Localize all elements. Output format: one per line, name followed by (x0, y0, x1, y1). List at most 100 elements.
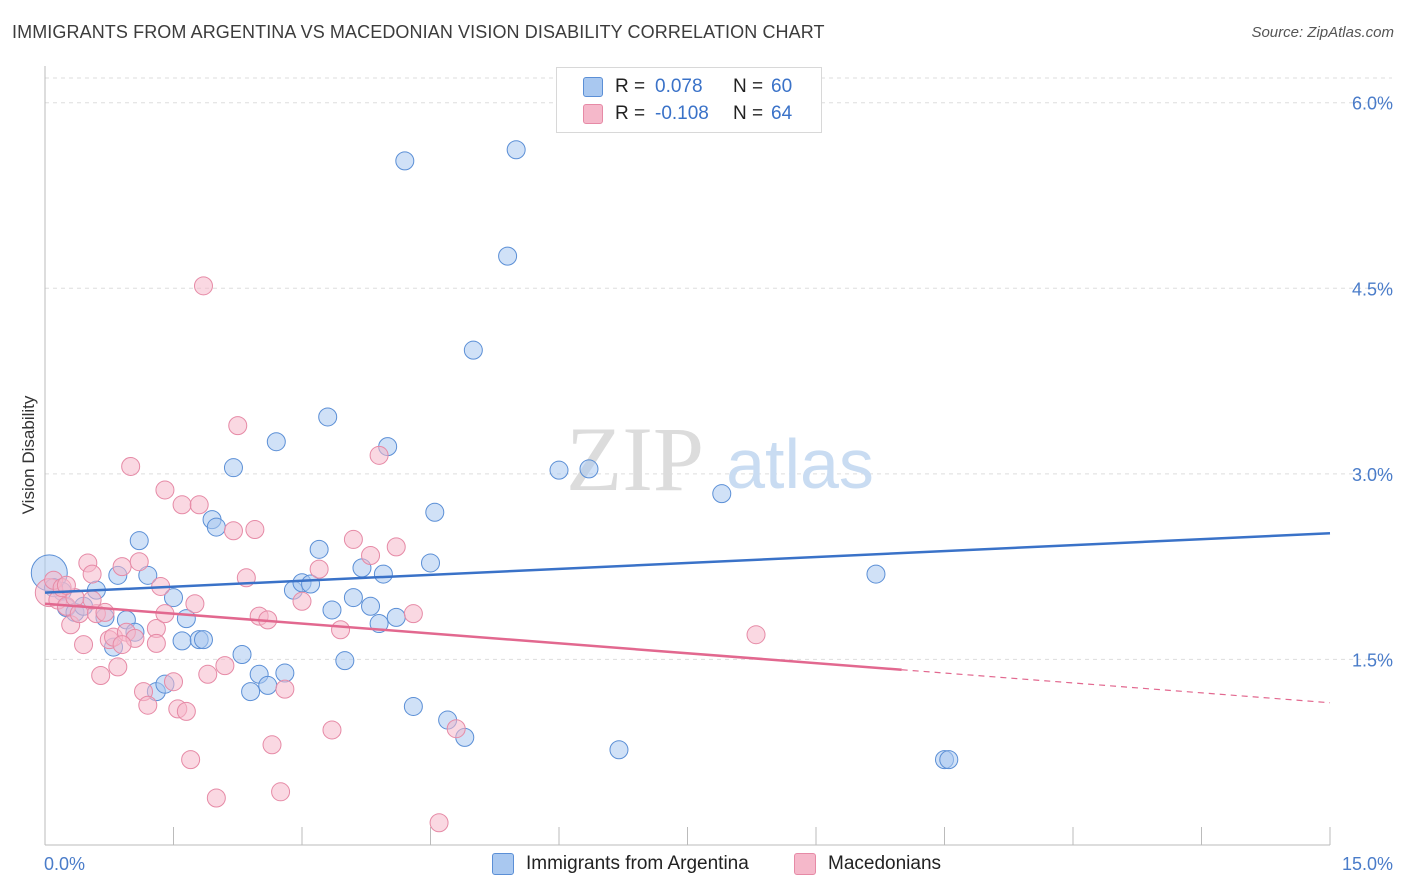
macedonian-point (223, 521, 243, 541)
macedonian-point (369, 445, 389, 465)
legend-r-label: R = (615, 76, 646, 97)
macedonian-point (262, 735, 282, 755)
argentina-point (373, 564, 393, 584)
macedonian-point (206, 788, 226, 808)
macedonian-point (429, 813, 449, 833)
legend-row-macedonians: R = -0.108 N = 64 (583, 101, 792, 127)
argentina-trend-line (44, 532, 1331, 594)
argentina-point (241, 682, 261, 702)
legend-swatch-pink (583, 104, 603, 124)
macedonian-point (172, 495, 192, 515)
argentina-point (232, 644, 252, 664)
macedonian-point (155, 480, 175, 500)
legend-n-label: N = (733, 103, 764, 124)
y-tick-label: 4.5% (1352, 279, 1393, 299)
macedonian-point (446, 719, 466, 739)
argentina-point (609, 740, 629, 760)
trend-lines (44, 532, 1331, 704)
macedonian-point (56, 575, 76, 595)
argentina-point (579, 459, 599, 479)
tick-labels: 1.5% 3.0% 4.5% 6.0% 0.0% 15.0% (44, 94, 1393, 874)
argentina-point (463, 340, 483, 360)
source-label: Source: ZipAtlas.com (1251, 24, 1394, 41)
macedonian-point (386, 537, 406, 557)
legend-r-label: R = (615, 103, 646, 124)
argentina-point (322, 600, 342, 620)
x-tick-label: 0.0% (44, 854, 85, 874)
macedonian-point (746, 625, 766, 645)
axes (44, 66, 1331, 846)
argentina-point (386, 607, 406, 627)
bottom-legend-label: Immigrants from Argentina (526, 853, 749, 874)
macedonian-point (245, 520, 265, 540)
macedonian-point (185, 594, 205, 614)
argentina-point (506, 140, 526, 160)
argentina-point (309, 539, 329, 559)
chart-title: IMMIGRANTS FROM ARGENTINA VS MACEDONIAN … (12, 22, 825, 42)
macedonian-point (176, 701, 196, 721)
macedonian-point (193, 276, 213, 296)
bottom-legend-swatch-pink (794, 853, 816, 875)
macedonian-point (129, 552, 149, 572)
macedonian-point (198, 664, 218, 684)
correlation-legend: R = 0.078 N = 60 R = -0.108 N = 64 (556, 67, 822, 133)
y-tick-label: 1.5% (1352, 650, 1393, 670)
macedonian-point (331, 620, 351, 640)
data-points (30, 140, 959, 833)
legend-n-value: 64 (771, 103, 793, 124)
argentina-point (498, 246, 518, 266)
bottom-legend-macedonians: Macedonians (794, 851, 941, 877)
macedonian-point (138, 695, 158, 715)
argentina-point (361, 596, 381, 616)
macedonian-point (403, 604, 423, 624)
argentina-point (343, 588, 363, 608)
macedonian-trend-line (44, 602, 902, 671)
argentina-point (193, 630, 213, 650)
argentina-point (421, 553, 440, 573)
argentina-point (403, 696, 423, 716)
argentina-point (129, 531, 149, 551)
legend-n-label: N = (733, 76, 764, 97)
argentina-point (223, 458, 243, 478)
macedonian-point (74, 635, 94, 655)
macedonian-point (121, 456, 141, 476)
argentina-point (275, 663, 295, 683)
argentina-point (258, 675, 278, 695)
macedonian-point (112, 635, 132, 655)
macedonian-point (82, 564, 102, 584)
macedonian-point (112, 557, 132, 577)
argentina-point (206, 517, 226, 537)
legend-swatch-blue (583, 77, 603, 97)
bottom-legend-label: Macedonians (828, 853, 942, 874)
macedonian-point (146, 633, 166, 653)
macedonian-point (271, 782, 291, 802)
bottom-legend-swatch-blue (492, 853, 514, 875)
macedonian-point (164, 672, 183, 692)
legend-r-value: -0.108 (655, 103, 709, 124)
x-tick-label: 15.0% (1342, 854, 1393, 874)
macedonian-point (292, 591, 312, 611)
macedonian-trend-extension (901, 669, 1331, 704)
argentina-point (172, 631, 192, 651)
argentina-point (164, 588, 183, 608)
argentina-point (318, 407, 338, 427)
argentina-point (712, 484, 732, 504)
argentina-point (425, 502, 445, 522)
argentina-point (266, 432, 286, 452)
macedonian-point (108, 657, 128, 677)
macedonian-point (275, 679, 295, 699)
y-axis-label: Vision Disability (19, 395, 38, 514)
y-tick-label: 6.0% (1352, 94, 1393, 114)
macedonian-point (91, 666, 111, 686)
macedonian-point (322, 720, 342, 740)
watermark-zip: ZIP (566, 408, 704, 510)
macedonian-point (181, 750, 201, 770)
macedonian-point (343, 529, 363, 549)
bottom-legend-argentina: Immigrants from Argentina (492, 851, 749, 877)
y-tick-label: 3.0% (1352, 465, 1393, 485)
legend-row-argentina: R = 0.078 N = 60 (583, 74, 792, 100)
argentina-point (335, 651, 355, 671)
argentina-point (549, 460, 569, 480)
legend-n-value: 60 (771, 76, 793, 97)
